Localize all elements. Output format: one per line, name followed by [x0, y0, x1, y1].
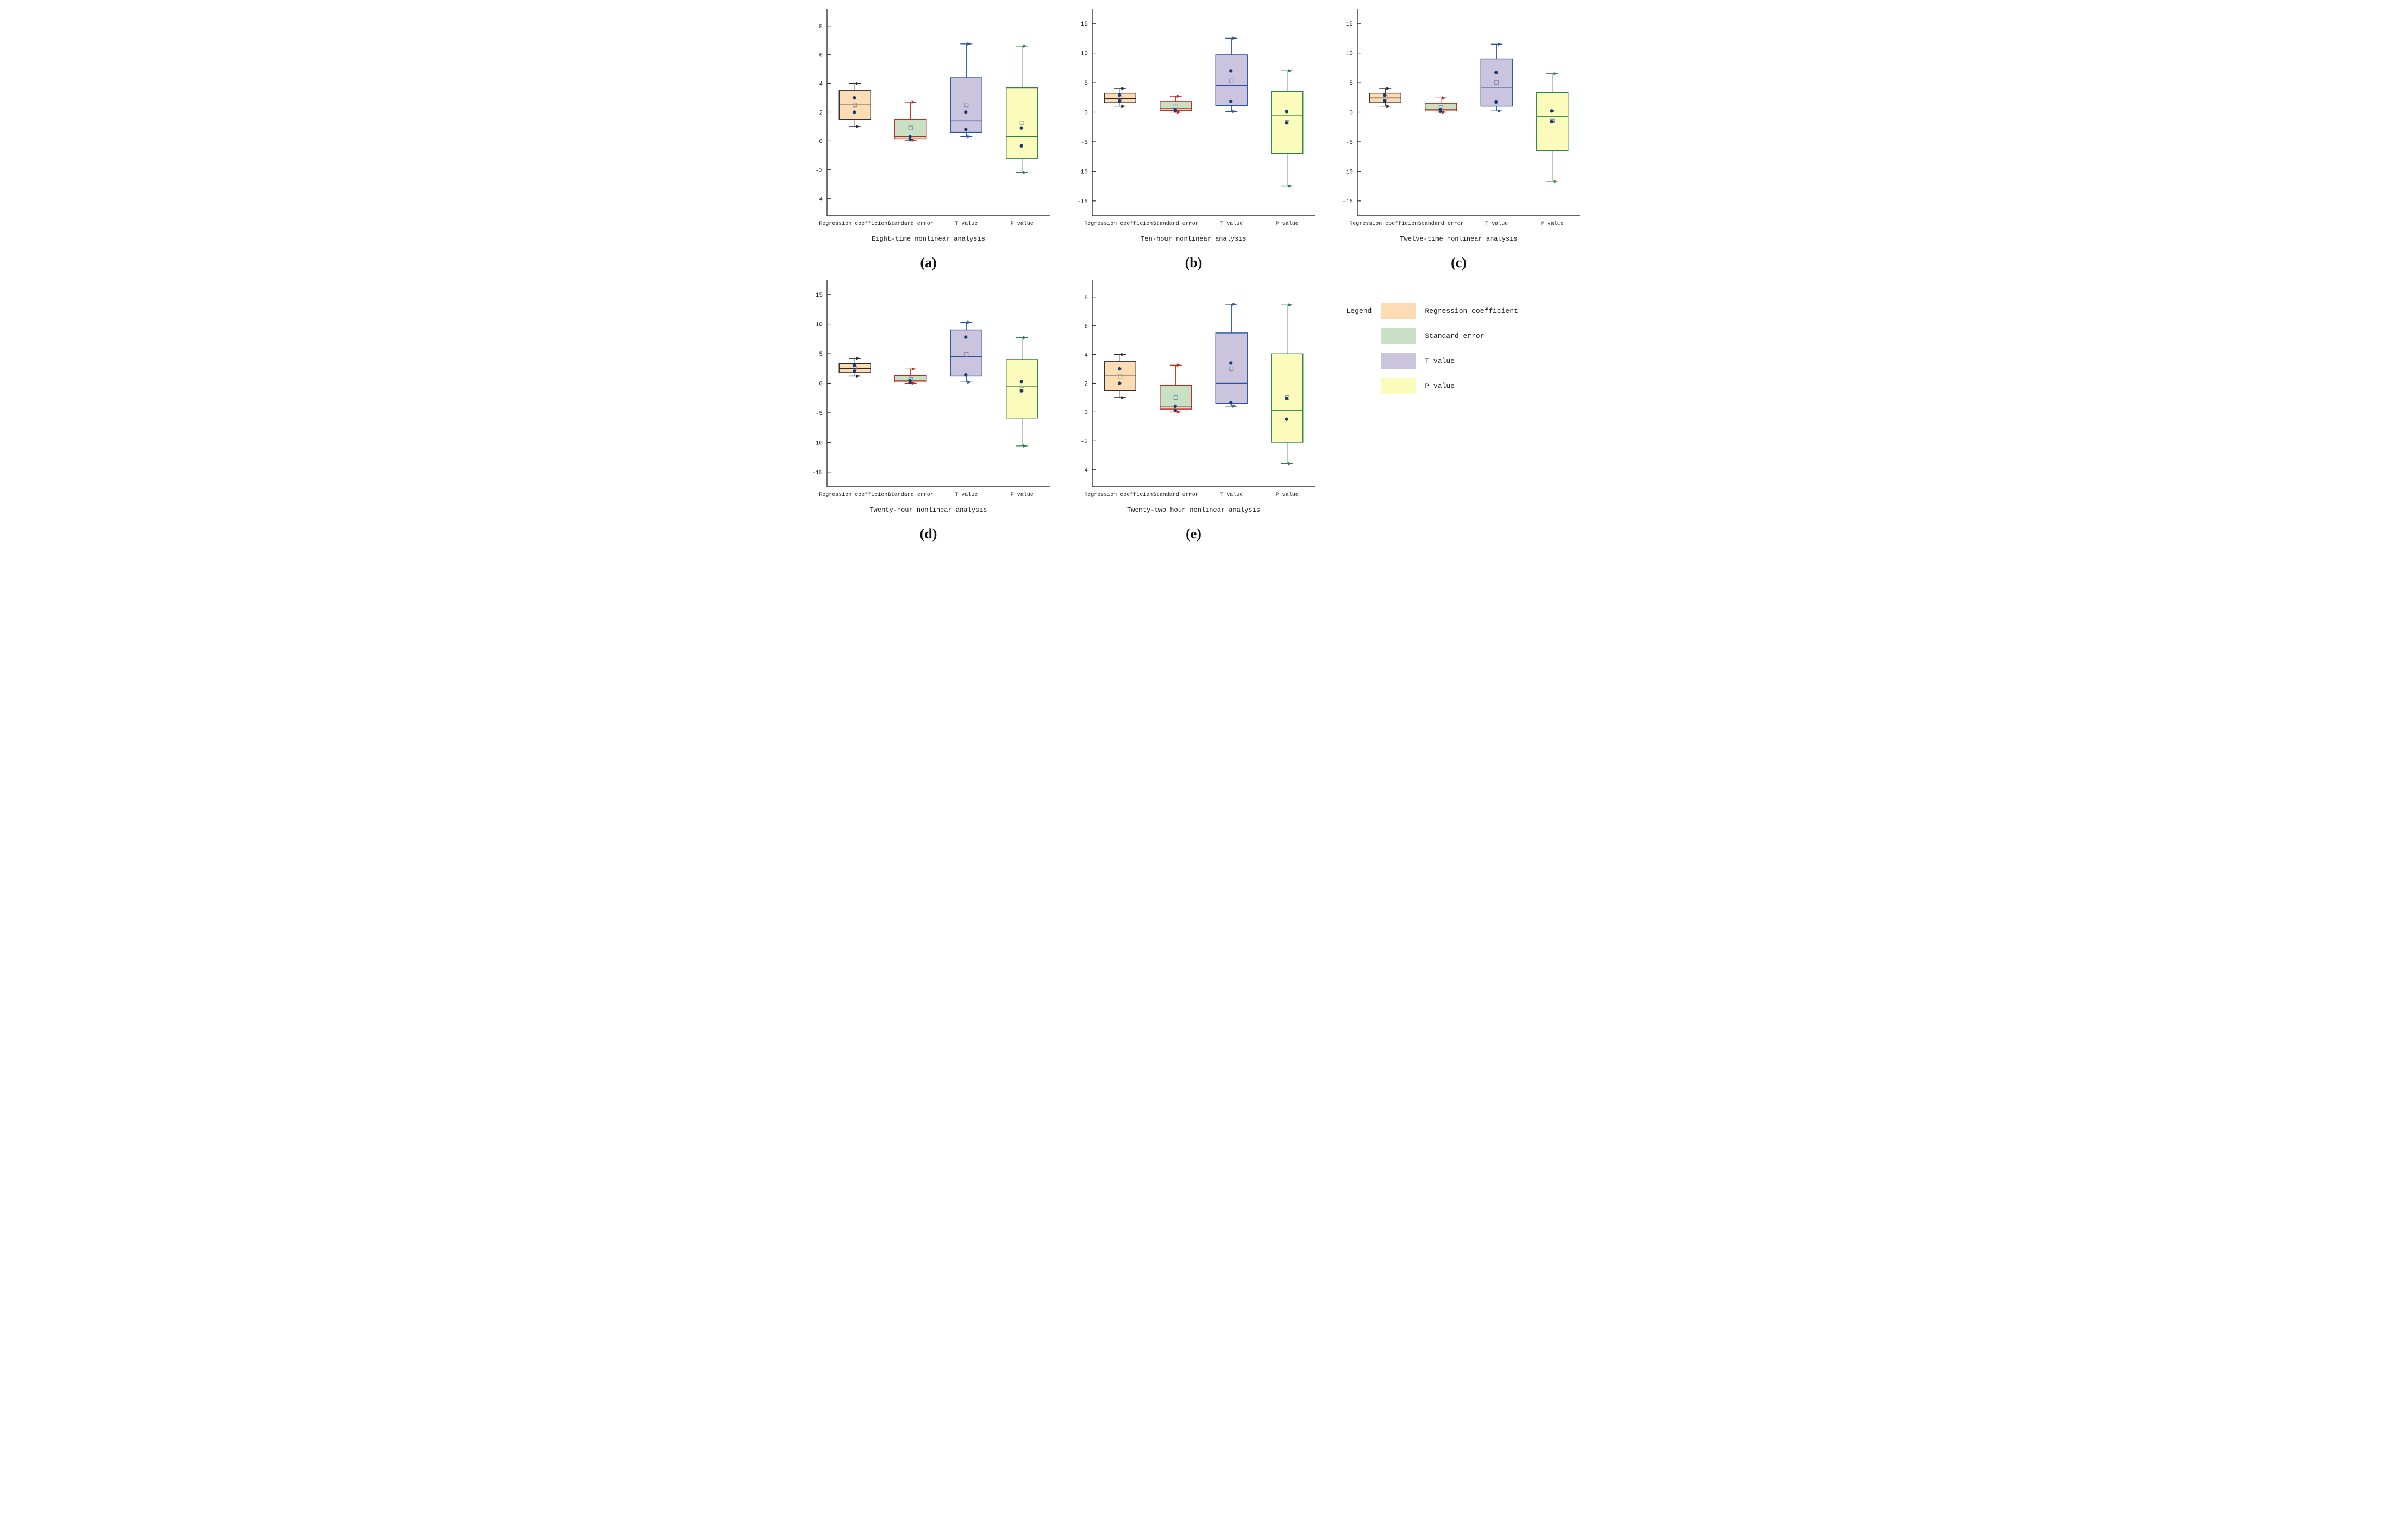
svg-text:2: 2 [1084, 381, 1088, 388]
svg-text:5: 5 [819, 351, 823, 358]
svg-text:Standard error: Standard error [887, 492, 933, 498]
svg-text:2: 2 [819, 110, 823, 117]
svg-text:-4: -4 [1080, 467, 1088, 474]
svg-text:10: 10 [815, 322, 822, 329]
svg-text:6: 6 [819, 53, 823, 59]
svg-text:P value: P value [1275, 492, 1298, 498]
svg-text:T value: T value [955, 492, 978, 498]
svg-text:Regression coefficient: Regression coefficient [1349, 221, 1421, 227]
svg-text:-10: -10 [1342, 169, 1353, 175]
panel-a: -4 -2 0 2 4 6 8 Regression coefficient Standard … [800, 3, 1057, 271]
svg-text:P value: P value [1010, 221, 1033, 227]
svg-text:-2: -2 [1080, 438, 1087, 445]
svg-text:10: 10 [1080, 51, 1087, 58]
svg-text:0: 0 [1349, 110, 1353, 117]
x-axis-title-c: Twelve-time nonlinear analysis [1400, 235, 1518, 243]
svg-text:Regression coefficient: Regression coefficient [819, 492, 891, 498]
svg-text:0: 0 [819, 139, 823, 145]
panel-d: -15 -10 -5 0 5 10 15 Regression coefficient Stan… [800, 274, 1057, 542]
svg-text:4: 4 [819, 81, 823, 88]
svg-text:0: 0 [1084, 110, 1088, 117]
svg-text:P value: P value [1010, 492, 1033, 498]
legend-swatch [1381, 353, 1417, 369]
boxplot-figure: -4 -2 0 2 4 6 8 Regression coefficient Standard … [795, 0, 1591, 542]
x-axis-title-e: Twenty-two hour nonlinear analysis [1127, 506, 1260, 514]
legend-entry-label: P value [1425, 381, 1455, 390]
legend-entry: Regression coefficient [1381, 303, 1518, 319]
svg-text:-15: -15 [1342, 199, 1353, 205]
svg-text:T value: T value [1485, 221, 1508, 227]
svg-text:-15: -15 [812, 470, 823, 476]
svg-text:15: 15 [815, 292, 822, 299]
svg-text:Regression coefficient: Regression coefficient [1084, 492, 1156, 498]
legend-entry: P value [1381, 378, 1518, 394]
svg-text:5: 5 [1084, 80, 1088, 87]
boxplot-ten-hour: -15 -10 -5 0 5 10 15 Regression coefficientStan… [1077, 9, 1315, 227]
panel-label-d: (d) [919, 526, 937, 542]
svg-text:Standard error: Standard error [887, 221, 933, 227]
svg-text:-15: -15 [1077, 199, 1088, 205]
svg-text:P value: P value [1540, 221, 1563, 227]
svg-text:T value: T value [1220, 221, 1243, 227]
svg-text:-10: -10 [812, 440, 823, 447]
panel-label-e: (e) [1186, 526, 1201, 542]
x-axis-title-a: Eight-time nonlinear analysis [872, 235, 985, 243]
svg-text:6: 6 [1084, 324, 1088, 330]
panel-c: -15 -10 -5 0 5 10 15 Regression coefficient Stan… [1330, 3, 1588, 271]
svg-text:-4: -4 [815, 196, 823, 203]
legend-swatch [1381, 328, 1417, 344]
legend-title: Legend [1346, 307, 1372, 315]
svg-text:8: 8 [819, 24, 823, 30]
svg-text:Standard error: Standard error [1418, 221, 1463, 227]
svg-text:5: 5 [1349, 80, 1353, 87]
svg-text:Regression coefficient: Regression coefficient [1084, 221, 1156, 227]
svg-text:15: 15 [1080, 21, 1087, 28]
svg-text:8: 8 [1084, 295, 1088, 301]
legend: Legend Regression coefficient Standard er… [1347, 303, 1518, 394]
svg-text:T value: T value [1220, 492, 1243, 498]
panel-label-b: (b) [1185, 255, 1203, 271]
svg-text:0: 0 [1084, 410, 1088, 416]
svg-text:0: 0 [819, 381, 823, 388]
svg-text:-5: -5 [1080, 140, 1087, 146]
figure-row-2: -15 -10 -5 0 5 10 15 Regression coefficient Stan… [796, 271, 1591, 542]
legend-entry-label: T value [1425, 356, 1455, 365]
legend-entry-label: Standard error [1425, 331, 1485, 340]
x-axis-title-b: Ten-hour nonlinear analysis [1141, 235, 1247, 243]
svg-text:10: 10 [1345, 51, 1352, 58]
svg-text:4: 4 [1084, 353, 1088, 359]
legend-swatch [1381, 303, 1417, 319]
svg-text:-10: -10 [1077, 169, 1088, 175]
legend-entries: Regression coefficient Standard error T va… [1381, 303, 1518, 394]
svg-text:Regression coefficient: Regression coefficient [819, 221, 891, 227]
panel-label-c: (c) [1451, 255, 1467, 271]
legend-swatch [1381, 378, 1417, 394]
svg-text:Standard error: Standard error [1153, 492, 1198, 498]
svg-text:T value: T value [955, 221, 978, 227]
svg-text:-2: -2 [815, 167, 822, 174]
x-axis-title-d: Twenty-hour nonlinear analysis [869, 506, 987, 514]
panel-label-a: (a) [920, 255, 937, 271]
svg-text:-5: -5 [815, 411, 822, 417]
legend-entry-label: Regression coefficient [1425, 306, 1518, 315]
panel-e: -4 -2 0 2 4 6 8 Regression coefficient Standard … [1065, 274, 1323, 542]
boxplot-eight-time: -4 -2 0 2 4 6 8 Regression coefficientStandard … [815, 9, 1050, 227]
legend-entry: T value [1381, 353, 1518, 369]
svg-text:Standard error: Standard error [1153, 221, 1198, 227]
figure-row-1: -4 -2 0 2 4 6 8 Regression coefficient Standard … [796, 0, 1591, 271]
boxplot-twenty-two-hour: -4 -2 0 2 4 6 8 Regression coefficientStandard … [1080, 280, 1315, 498]
svg-text:P value: P value [1275, 221, 1298, 227]
boxplot-twenty-hour: -15 -10 -5 0 5 10 15 Regression coefficientStan… [812, 280, 1050, 498]
svg-text:-5: -5 [1345, 140, 1352, 146]
legend-entry: Standard error [1381, 328, 1518, 344]
boxplot-twelve-time: -15 -10 -5 0 5 10 15 Regression coefficientStan… [1342, 9, 1580, 227]
svg-text:15: 15 [1345, 21, 1352, 28]
panel-b: -15 -10 -5 0 5 10 15 Regression coefficient Stan… [1065, 3, 1323, 271]
